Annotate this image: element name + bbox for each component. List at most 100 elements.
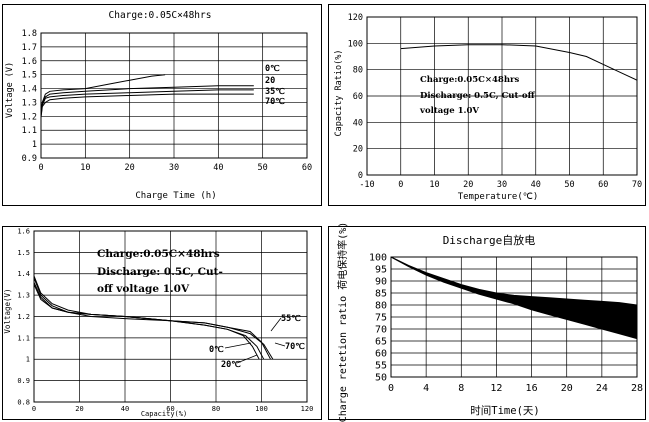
x-tick-label: 30: [169, 163, 179, 173]
y-tick-label: 0.9: [22, 154, 37, 164]
annotation-line-1: Charge:0.05C×48hrs: [420, 75, 519, 85]
y-tick-label: 55: [375, 361, 387, 372]
x-tick-label: 28: [631, 383, 643, 394]
y-tick-label: 1.7: [22, 43, 37, 53]
x-tick-labels: 0 4 8 12 16 20 24 28: [388, 383, 643, 394]
y-tick-label: 0: [358, 171, 363, 181]
series-line-1: [400, 44, 638, 81]
y-tick-label: 1.3: [22, 98, 37, 108]
y-tick-label: 1.6: [17, 227, 30, 235]
y-tick-label: 1.5: [22, 71, 37, 81]
y-tick-label: 95: [375, 265, 387, 276]
y-tick-label: 70: [375, 325, 387, 336]
x-axis-label: Charge Time (h): [135, 191, 216, 201]
y-axis-label: Voltage (V): [5, 62, 15, 118]
y-tick-labels: 0.9 1 1.1 1.2 1.3 1.4 1.5 1.6 1.7 1.8: [22, 29, 37, 164]
x-axis-label: Temperature(℃): [458, 192, 539, 202]
y-tick-label: 120: [348, 13, 363, 23]
x-tick-labels: 0 10 20 30 40 50 60: [38, 163, 312, 173]
y-tick-label: 1.4: [17, 270, 30, 278]
annotation-line-1: Charge:0.05C×48hrs: [97, 248, 220, 260]
x-tick-label: 10: [80, 163, 90, 173]
y-tick-label: 0.9: [17, 377, 30, 385]
x-tick-labels: 0 20 40 60 80 100 120: [32, 405, 313, 413]
series-line-4: [40, 93, 254, 118]
y-tick-label: 1.4: [22, 85, 37, 95]
x-tick-label: 20: [125, 163, 135, 173]
x-tick-label: 10: [429, 180, 439, 190]
x-axis-label: 时间Time(天): [470, 404, 539, 417]
annotation-line-3: voltage 1.0V: [419, 106, 479, 116]
x-tick-label: 50: [258, 163, 268, 173]
x-tick-label: -10: [359, 180, 374, 190]
series-group: [390, 256, 638, 340]
chart-title: Discharge自放电: [443, 233, 536, 247]
y-tick-label: 50: [375, 373, 387, 384]
series-group: [33, 275, 274, 360]
x-tick-label: 30: [497, 180, 507, 190]
chart-annotation: Charge:0.05C×48hrs Discharge: 0.5C, Cut-…: [419, 75, 536, 116]
x-tick-label: 100: [255, 405, 268, 413]
series-label: 70℃: [285, 341, 305, 352]
series-line-4: [33, 284, 274, 360]
x-tick-label: 20: [463, 180, 473, 190]
annotation-line-3: off voltage 1.0V: [97, 283, 190, 295]
x-tick-label: 40: [121, 405, 129, 413]
y-tick-label: 80: [353, 66, 363, 76]
x-tick-label: 50: [564, 180, 574, 190]
y-tick-label: 1: [26, 356, 30, 364]
charge-voltage-svg: Charge:0.05C×48hrs 0 10 20 30 40 50 60 0.9 1 1.1…: [5, 10, 312, 201]
y-tick-label: 1.3: [17, 292, 30, 300]
y-tick-label: 0.8: [17, 398, 30, 406]
x-tick-label: 60: [166, 405, 174, 413]
x-tick-label: 60: [302, 163, 312, 173]
x-tick-label: 40: [213, 163, 223, 173]
y-axis-label: Capacity Ratio(%): [334, 50, 344, 137]
series-group: [40, 74, 254, 118]
x-tick-label: 70: [632, 180, 642, 190]
capacity-temperature-chart: -10 0 10 20 30 40 50 60 70 0 20 40 60 80 100 120 Charg…: [328, 4, 646, 206]
x-tick-label: 60: [598, 180, 608, 190]
series-label-leader: [236, 354, 258, 364]
charge-voltage-chart: Charge:0.05C×48hrs 0 10 20 30 40 50 60 0.9 1 1.1…: [2, 4, 322, 206]
series-line-1: [40, 74, 166, 114]
y-tick-label: 75: [375, 313, 387, 324]
x-tick-label: 0: [38, 163, 43, 173]
y-tick-label: 80: [375, 301, 387, 312]
x-tick-label: 12: [490, 383, 502, 394]
y-tick-label: 1.8: [22, 29, 37, 39]
series-line-3: [40, 89, 254, 117]
self-discharge-chart: Discharge自放电 0 4 8 12 16 20 24 28 50 55 60 65 70 75 8…: [328, 222, 646, 422]
grid: [40, 32, 308, 159]
y-tick-label: 60: [353, 92, 363, 102]
y-tick-labels: 0 20 40 60 80 100 120: [348, 13, 363, 181]
x-tick-label: 40: [531, 180, 541, 190]
series-label-leader: [224, 342, 252, 349]
x-tick-label: 8: [458, 383, 464, 394]
x-tick-label: 16: [526, 383, 538, 394]
series-group: [400, 44, 638, 81]
discharge-voltage-chart: 0 20 40 60 80 100 120 0.8 0.9 1 1.1 1.2 1.3 1.4 1.5 1.…: [2, 226, 322, 420]
y-axis-label: Voltage(V): [3, 288, 12, 333]
y-tick-label: 100: [369, 253, 387, 264]
discharge-voltage-svg: 0 20 40 60 80 100 120 0.8 0.9 1 1.1 1.2 1.3 1.4 1.5 1.…: [3, 227, 313, 418]
x-tick-label: 24: [596, 383, 608, 394]
series-label: 20: [265, 76, 275, 86]
self-discharge-svg: Discharge自放电 0 4 8 12 16 20 24 28 5055606570758…: [336, 222, 643, 422]
y-tick-label: 60: [375, 349, 387, 360]
series-label: 35℃: [265, 86, 285, 97]
y-tick-label: 20: [353, 145, 363, 155]
retention-band: [390, 256, 638, 340]
y-tick-label: 90: [375, 277, 387, 288]
y-tick-label: 1.1: [22, 126, 37, 136]
chart-annotation: Charge:0.05C×48hrs Discharge: 0.5C, Cut-…: [97, 248, 223, 295]
y-tick-label: 85: [375, 289, 387, 300]
y-tick-label: 40: [353, 118, 363, 128]
y-tick-label: 1.6: [22, 57, 37, 67]
x-tick-label: 4: [423, 383, 429, 394]
grid: [390, 256, 638, 378]
series-label: 0℃: [265, 63, 280, 74]
series-label: 55℃: [281, 313, 301, 324]
